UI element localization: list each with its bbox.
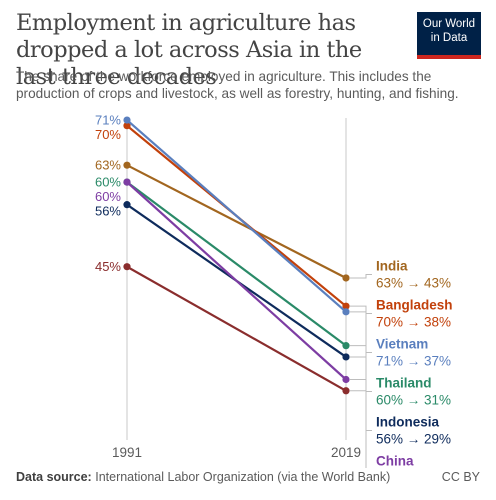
- logo-line-2: in Data: [430, 32, 468, 44]
- series-line-vietnam: [126, 119, 347, 313]
- start-value-label-bangladesh: 70%: [95, 127, 121, 142]
- series-name-label-vietnam: Vietnam: [376, 336, 428, 351]
- point-end-philippines: [342, 387, 350, 395]
- series-change-label-thailand: 60% → 31%: [376, 392, 451, 407]
- chart-title: Employment in agriculture has dropped a …: [16, 10, 362, 90]
- series-name-label-indonesia: Indonesia: [376, 414, 440, 429]
- point-end-vietnam: [342, 308, 350, 316]
- point-start-philippines: [123, 263, 131, 271]
- point-start-china: [123, 178, 131, 186]
- logo-line-1: Our World: [422, 18, 476, 30]
- series-name-label-india: India: [376, 258, 408, 273]
- start-labels: 71%70%63%60%60%56%45%: [95, 113, 121, 275]
- start-value-label-china: 60%: [95, 189, 121, 204]
- series-line-china: [126, 181, 347, 381]
- point-start-indonesia: [123, 201, 131, 209]
- start-value-label-vietnam: 71%: [95, 113, 121, 128]
- end-labels: India 63% → 43% Bangladesh 70% → 38% Vietnam…: [350, 258, 453, 468]
- series-name-label-china: China: [376, 453, 414, 468]
- x-tick-label-end: 2019: [331, 445, 361, 460]
- start-value-label-indonesia: 56%: [95, 204, 121, 219]
- point-start-vietnam: [123, 116, 131, 124]
- point-start-india: [123, 161, 131, 169]
- series-change-label-india: 63% → 43%: [376, 275, 451, 290]
- series-lines: [123, 116, 350, 395]
- start-value-label-thailand: 60%: [95, 175, 121, 190]
- series-name-label-thailand: Thailand: [376, 375, 432, 390]
- x-tick-label-start: 1991: [112, 445, 142, 460]
- leader-line-indonesia: [350, 356, 372, 431]
- series-change-label-indonesia: 56% → 29%: [376, 431, 451, 446]
- point-end-bangladesh: [342, 302, 350, 310]
- point-end-china: [342, 375, 350, 384]
- series-name-label-bangladesh: Bangladesh: [376, 297, 453, 312]
- owid-logo[interactable]: Our World in Data: [417, 12, 481, 59]
- series-change-label-vietnam: 71% → 37%: [376, 353, 451, 368]
- point-end-india: [342, 274, 350, 282]
- leader-line-philippines: [350, 390, 367, 468]
- leader-line-vietnam: [350, 311, 372, 353]
- series-change-label-bangladesh: 70% → 38%: [376, 314, 451, 329]
- series-line-thailand: [126, 181, 347, 347]
- chart-subtitle: The share of the workforce employed in a…: [16, 69, 459, 101]
- series-line-philippines: [126, 265, 347, 392]
- start-value-label-philippines: 45%: [95, 259, 121, 274]
- data-source: Data source: International Labor Organiz…: [16, 470, 390, 484]
- data-source-label: Data source:: [16, 470, 92, 484]
- point-start-bangladesh: [123, 122, 131, 130]
- point-end-thailand: [342, 342, 350, 350]
- series-line-india: [126, 164, 347, 279]
- data-source-text[interactable]: International Labor Organization (via th…: [95, 470, 391, 484]
- leader-line-bangladesh: [350, 305, 372, 314]
- leader-line-india: [350, 273, 372, 279]
- license-text[interactable]: CC BY: [441, 470, 480, 484]
- point-end-indonesia: [342, 353, 350, 361]
- start-value-label-india: 63%: [95, 158, 121, 173]
